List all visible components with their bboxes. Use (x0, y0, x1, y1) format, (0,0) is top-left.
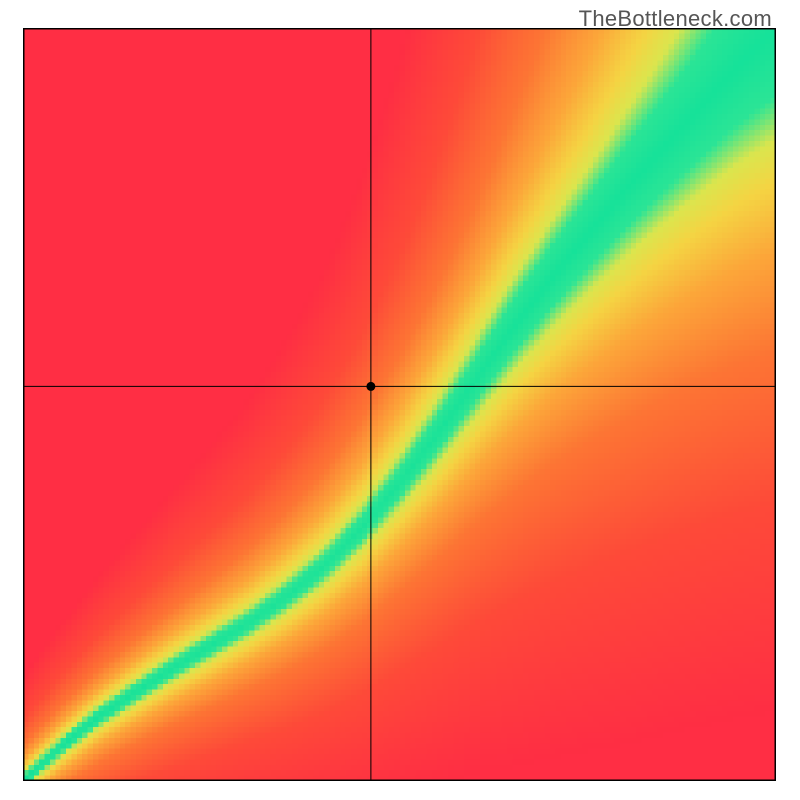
heatmap-plot (23, 28, 776, 781)
chart-container: TheBottleneck.com (0, 0, 800, 800)
crosshair-marker (366, 382, 375, 391)
watermark-text: TheBottleneck.com (579, 6, 772, 32)
heatmap-cells (23, 28, 776, 781)
